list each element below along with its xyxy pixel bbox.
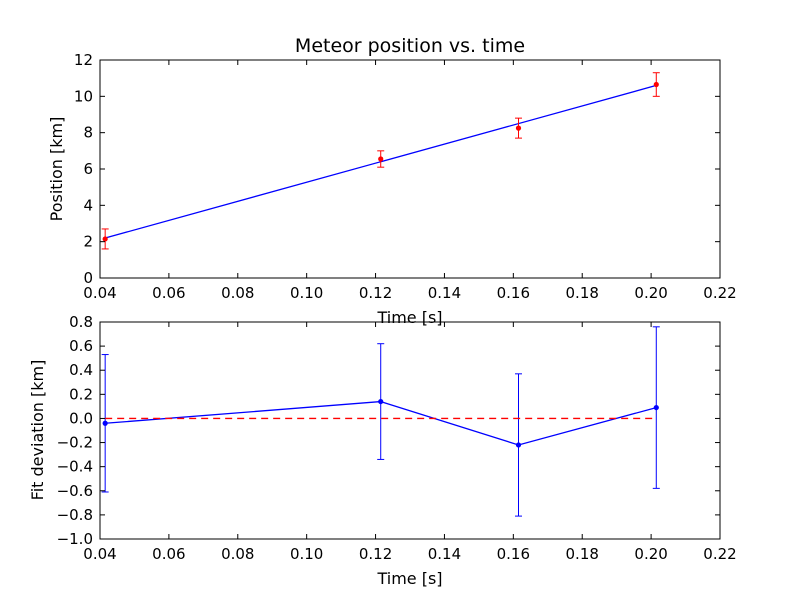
y-tick-label: 6: [83, 160, 93, 178]
deviation-panel: 0.04 0.06 0.08 0.10 0.12 0.14 0.16 0.18 0.20 0.22…: [28, 313, 737, 588]
y-tick-label: 2: [83, 233, 93, 251]
y-tick-label: −1.0: [57, 530, 93, 548]
x-tick-label: 0.04: [83, 284, 116, 302]
data-point: [102, 420, 108, 426]
x-tick-label: 0.10: [290, 545, 323, 563]
position-panel: Meteor position vs. time 0.04 0.06 0.08 0.1…: [47, 35, 737, 327]
x-tick-label: 0.16: [497, 284, 530, 302]
data-point: [102, 236, 108, 242]
y-tick-label: 0.2: [69, 385, 93, 403]
x-tick-label: 0.14: [428, 284, 461, 302]
x-tick-label: 0.12: [359, 545, 392, 563]
data-point: [653, 81, 659, 88]
x-tick-label: 0.22: [703, 545, 736, 563]
x-tick-label: 0.18: [566, 545, 599, 563]
y-tick-label: −0.2: [57, 434, 93, 452]
x-tick-label: 0.12: [359, 284, 392, 302]
data-point: [378, 156, 384, 162]
y-tick-label: 0: [83, 269, 93, 287]
y-axis-label: Position [km]: [47, 117, 66, 222]
x-axis-label: Time [s]: [376, 308, 442, 327]
y-tick-label: −0.4: [57, 458, 93, 476]
x-tick-label: 0.14: [428, 545, 461, 563]
y-tick-label: 10: [74, 87, 93, 105]
x-tick-label: 0.16: [497, 545, 530, 563]
series-line: [105, 400, 657, 446]
x-tick-label: 0.18: [566, 284, 599, 302]
y-tick-label: 4: [83, 196, 93, 214]
x-tick-label: 0.08: [221, 545, 254, 563]
x-tick-label: 0.22: [703, 284, 736, 302]
y-tick-label: 0.0: [69, 409, 93, 427]
y-tick-label: 8: [83, 124, 93, 142]
x-axis-label: Time [s]: [376, 569, 442, 588]
x-tick-label: 0.20: [634, 545, 667, 563]
x-tick-label: 0.06: [152, 545, 185, 563]
y-tick-label: −0.8: [57, 506, 93, 524]
y-tick-label: 0.8: [69, 313, 93, 331]
y-tick-label: 12: [74, 51, 93, 69]
data-point: [515, 125, 522, 131]
y-axis-label: Fit deviation [km]: [28, 360, 47, 501]
x-tick-label: 0.10: [290, 284, 323, 302]
x-tick-label: 0.20: [634, 284, 667, 302]
x-tick-label: 0.04: [83, 545, 116, 563]
y-tick-label: 0.4: [69, 361, 93, 379]
data-point: [378, 398, 384, 405]
plot-frame: [99, 321, 721, 540]
data-point: [653, 404, 659, 411]
data-point: [515, 442, 522, 448]
y-tick-label: −0.6: [57, 482, 93, 500]
chart-title: Meteor position vs. time: [295, 35, 525, 57]
y-tick-label: 0.6: [69, 337, 93, 355]
x-tick-label: 0.08: [221, 284, 254, 302]
x-tick-label: 0.06: [152, 284, 185, 302]
